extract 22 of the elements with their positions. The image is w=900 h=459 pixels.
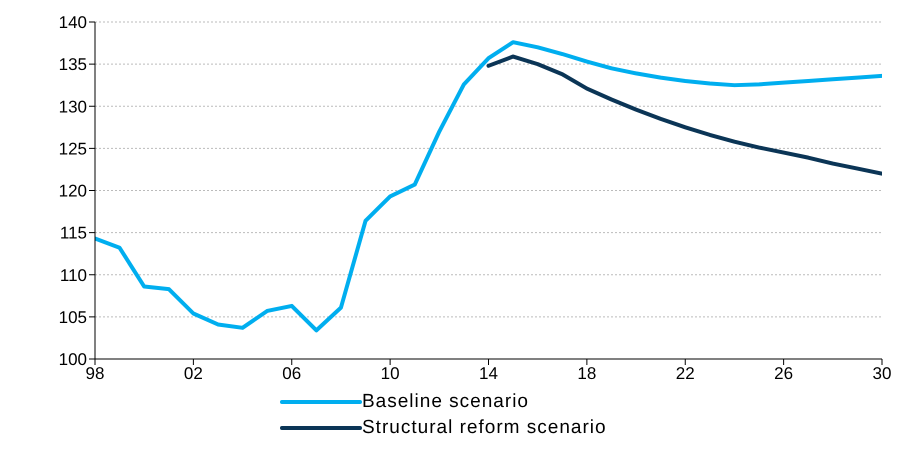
y-tick-label: 100 xyxy=(58,350,87,370)
x-tick-label: 02 xyxy=(184,364,203,384)
y-tick-label: 130 xyxy=(58,97,87,116)
x-tick-label: 22 xyxy=(676,364,695,384)
x-tick-label: 18 xyxy=(577,364,596,384)
line-series xyxy=(486,54,882,176)
y-tick-label: 140 xyxy=(58,13,87,32)
line-series xyxy=(95,40,882,332)
y-tick-label: 125 xyxy=(58,139,87,158)
x-tick-label: 98 xyxy=(86,364,104,384)
y-tick-label: 135 xyxy=(58,55,87,74)
legend-label: Structural reform scenario xyxy=(362,417,607,439)
y-tick-label: 115 xyxy=(60,224,87,243)
x-tick-label: 06 xyxy=(282,364,302,384)
y-tick-label: 105 xyxy=(58,308,87,327)
x-tick-label: 14 xyxy=(479,364,498,384)
legend-label: Baseline scenario xyxy=(362,391,529,413)
y-tick-label: 110 xyxy=(60,266,87,285)
x-tick-label: 10 xyxy=(380,364,400,384)
y-tick-label: 120 xyxy=(58,182,87,201)
x-tick-label: 26 xyxy=(774,364,794,384)
x-tick-label: 30 xyxy=(872,364,892,384)
